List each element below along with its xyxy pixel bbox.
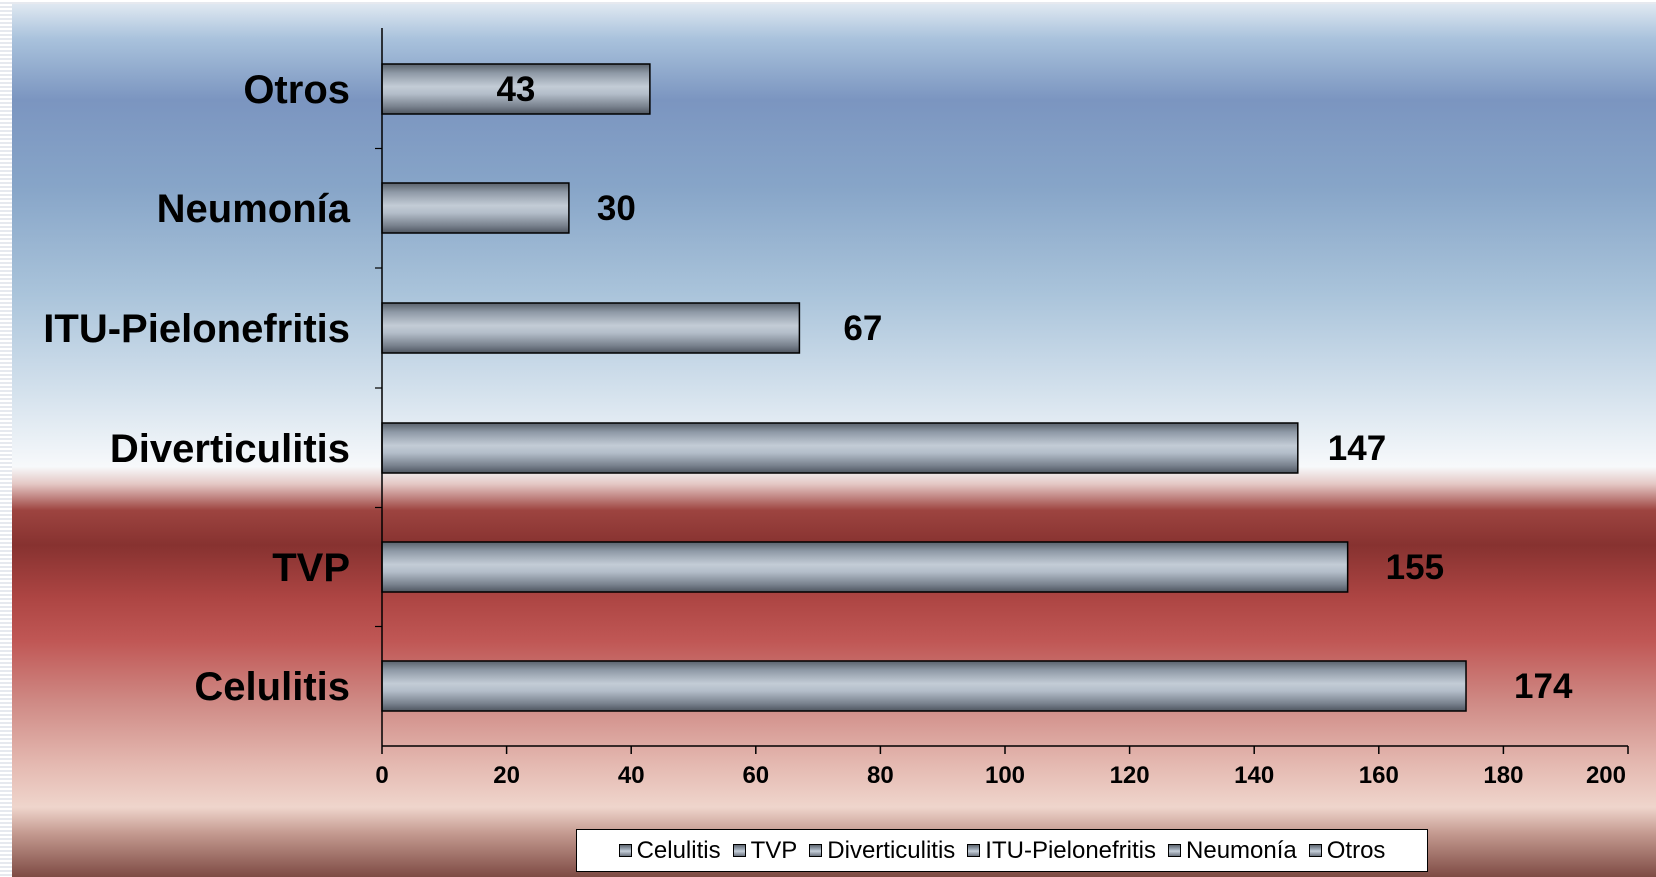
x-tick-label: 180 [1483,762,1523,789]
legend-swatch [1308,844,1322,857]
legend-label: Neumonía [1186,836,1297,864]
value-label-otros: 43 [496,70,535,109]
x-tick-label: 40 [618,762,645,789]
value-label-neumon-a: 30 [597,189,636,228]
x-tick-label: 200 [1586,762,1626,789]
x-tick-label: 20 [493,762,520,789]
legend-swatch [732,844,746,857]
bar-tvp [381,541,1349,593]
value-label-celulitis: 174 [1514,667,1573,706]
bar-otros [381,63,651,115]
legend-label: TVP [750,836,798,864]
bar-celulitis [381,660,1467,712]
bars-group [381,63,1467,712]
bar-itu-pielonefritis [381,302,801,354]
legend-label: ITU-Pielonefritis [985,836,1157,864]
value-label-diverticulitis: 147 [1328,429,1386,468]
legend-item: ITU-Pielonefritis [967,837,1156,865]
legend-swatch [1168,844,1182,857]
legend-item: Otros [1308,836,1386,865]
bar-diverticulitis [381,422,1299,474]
category-label-celulitis: Celulitis [194,665,350,709]
value-labels: 174 155 147 67 30 43 [496,70,1572,706]
category-label-diverticulitis: Diverticulitis [110,427,350,471]
value-label-tvp: 155 [1386,548,1444,587]
legend: Celulitis TVP Diverticulitis ITU-Pielonefri… [576,829,1428,872]
legend-label: Celulitis [636,836,721,864]
legend-label: Diverticulitis [827,836,956,864]
legend-swatch [809,844,823,857]
legend-item: Neumonía [1168,837,1297,865]
x-tick-label: 140 [1234,762,1274,789]
value-label-itu-pielonefritis: 67 [843,309,882,348]
legend-label: Otros [1326,836,1386,864]
category-label-tvp: TVP [272,546,350,590]
legend-item: Diverticulitis [809,837,955,865]
legend-item: Celulitis [618,836,721,865]
category-label-neumon-a: Neumonía [157,187,351,231]
x-tick-label: 60 [742,762,769,789]
x-tick-label: 80 [867,762,894,789]
legend-swatch [618,844,632,857]
category-label-itu-pielonefritis: ITU-Pielonefritis [43,307,350,351]
x-tick-label: 160 [1359,762,1399,789]
legend-swatch [967,844,981,857]
legend-item: TVP [732,836,798,865]
x-tick-label: 0 [375,762,388,789]
category-label-otros: Otros [243,68,350,112]
x-tick-label: 100 [985,762,1025,789]
axis-group: 0 20 40 60 80 100 120 140 160 180 200 [375,28,1629,789]
category-labels: Celulitis TVP Diverticulitis ITU-Pielonefri… [43,68,350,709]
bar-neumon-a [381,182,570,234]
x-tick-label: 120 [1110,762,1150,789]
